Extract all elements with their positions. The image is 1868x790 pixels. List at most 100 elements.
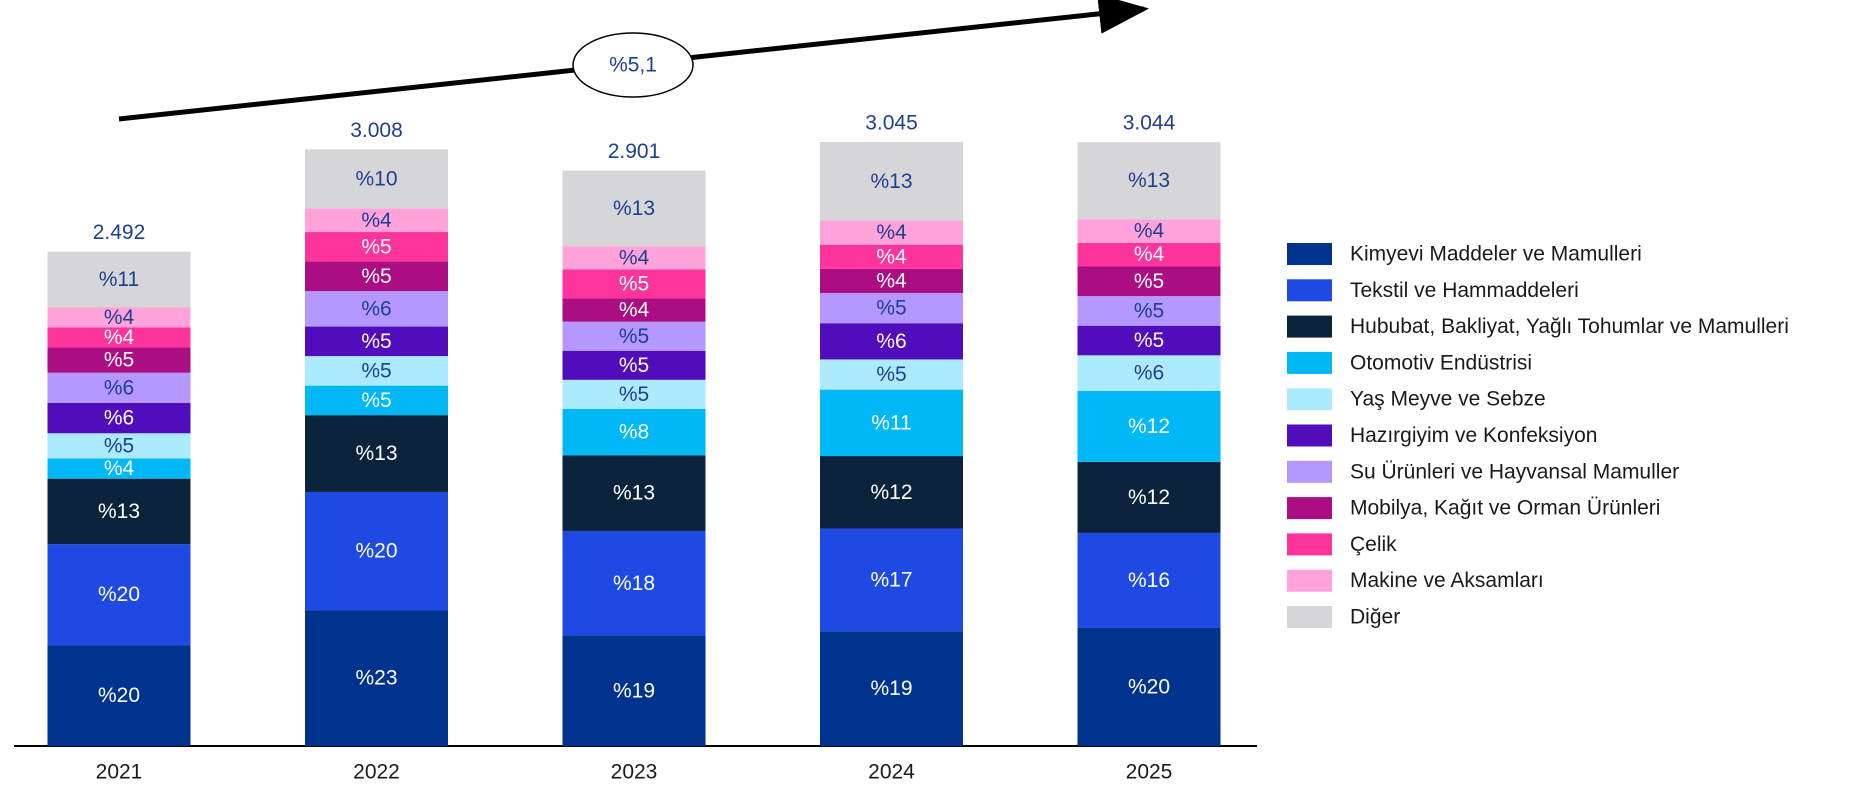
legend-swatch	[1287, 388, 1332, 411]
total-label: 2.492	[93, 221, 146, 244]
segment-label: %20	[98, 583, 140, 606]
bar-segment	[562, 246, 706, 270]
legend-label: Kimyevi Maddeler ve Mamulleri	[1350, 243, 1642, 266]
bar-segment	[820, 631, 963, 746]
bar-segment	[820, 244, 963, 269]
bar-segment	[305, 415, 448, 492]
legend-label: Yaş Meyve ve Sebze	[1350, 388, 1546, 411]
segment-label: %13	[1128, 169, 1170, 192]
segment-label: %4	[104, 306, 135, 329]
segment-label: %5	[1134, 299, 1164, 322]
legend-label: Hububat, Bakliyat, Yağlı Tohumlar ve Mam…	[1350, 315, 1789, 338]
segment-label: %13	[870, 170, 912, 193]
segment-label: %4	[876, 221, 907, 244]
segment-label: %5	[361, 359, 391, 382]
legend-swatch	[1287, 279, 1332, 302]
segment-label: %4	[1134, 220, 1165, 243]
segment-label: %18	[613, 572, 655, 595]
segment-label: %4	[1134, 243, 1165, 266]
bar-segment	[305, 326, 448, 357]
segment-label: %16	[1128, 569, 1170, 592]
x-tick-label: 2024	[868, 761, 915, 784]
bar-segment	[562, 298, 706, 322]
legend-label: Otomotiv Endüstrisi	[1350, 351, 1532, 374]
segment-label: %6	[104, 407, 134, 430]
bar-segment	[1077, 627, 1221, 746]
legend-label: Su Ürünleri ve Hayvansal Mamuller	[1350, 460, 1679, 483]
legend-swatch	[1287, 569, 1332, 592]
bar-segment	[47, 433, 191, 459]
segment-label: %5	[104, 349, 134, 372]
bar-segment	[1077, 355, 1221, 391]
legend-swatch	[1287, 315, 1332, 338]
bar-segment	[47, 347, 191, 373]
bar-segment	[47, 403, 191, 434]
segment-label: %20	[98, 684, 140, 707]
bar-segment	[562, 530, 706, 636]
x-tick-label: 2022	[353, 761, 400, 784]
segment-label: %11	[99, 268, 139, 291]
bar-segment	[47, 372, 191, 404]
legend-label: Tekstil ve Hammaddeleri	[1350, 279, 1579, 302]
segment-label: %4	[104, 457, 135, 480]
segment-label: %11	[871, 411, 911, 434]
legend-swatch	[1287, 243, 1332, 265]
segment-label: %6	[361, 297, 391, 320]
legend-swatch	[1287, 424, 1332, 447]
segment-label: %5	[361, 235, 391, 258]
x-tick-label: 2025	[1126, 761, 1173, 784]
segment-label: %5	[619, 383, 649, 406]
segment-label: %17	[870, 568, 912, 591]
segment-label: %4	[619, 299, 650, 322]
bar-segment	[562, 269, 706, 299]
legend-swatch	[1287, 460, 1332, 483]
bar-segment	[562, 321, 706, 351]
segment-label: %5	[876, 363, 906, 386]
segment-label: %12	[1128, 415, 1170, 438]
segment-label: %4	[876, 269, 907, 292]
legend-label: Hazırgiyim ve Konfeksiyon	[1350, 424, 1597, 447]
segment-label: %5	[619, 354, 649, 377]
bar-segment	[820, 142, 963, 221]
bar-segment	[305, 610, 448, 746]
total-label: 3.044	[1123, 112, 1176, 135]
bar-segment	[305, 208, 448, 233]
total-label: 3.045	[865, 112, 918, 135]
x-tick-label: 2023	[611, 761, 658, 784]
bar-segment	[820, 528, 963, 632]
segment-label: %4	[619, 246, 650, 269]
bar-segment	[820, 359, 963, 390]
segment-label: %4	[876, 245, 907, 268]
segment-label: %20	[1128, 675, 1170, 698]
bar-segment	[1077, 219, 1221, 243]
bar-segment	[562, 455, 706, 531]
legend-label: Mobilya, Kağıt ve Orman Ürünleri	[1350, 497, 1660, 520]
bar-segment	[1077, 390, 1221, 462]
bar-segment	[47, 544, 191, 646]
x-tick-label: 2021	[96, 761, 143, 784]
bar-segment	[820, 293, 963, 324]
bar-segment	[562, 635, 706, 746]
segment-label: %19	[870, 677, 912, 700]
bar-segment	[47, 478, 191, 545]
bar-segment	[305, 491, 448, 611]
bar-segment	[562, 379, 706, 409]
bar-segment	[47, 327, 191, 348]
bar-segment	[1077, 461, 1221, 533]
bar-segment	[47, 458, 191, 479]
bar-segment	[562, 408, 706, 456]
bar-segment	[305, 149, 448, 209]
growth-bubble	[572, 32, 694, 98]
segment-label: %8	[619, 421, 649, 444]
legend-swatch	[1287, 606, 1332, 628]
segment-label: %12	[870, 481, 912, 504]
bar-segment	[305, 232, 448, 262]
segment-label: %5	[619, 325, 649, 348]
legend-swatch	[1287, 351, 1332, 374]
segment-label: %6	[1134, 362, 1164, 385]
bar-segment	[305, 385, 448, 416]
segment-label: %10	[355, 167, 397, 190]
bar-segment	[1077, 532, 1221, 628]
total-label: 2.901	[608, 140, 661, 163]
bar-segment	[305, 356, 448, 386]
